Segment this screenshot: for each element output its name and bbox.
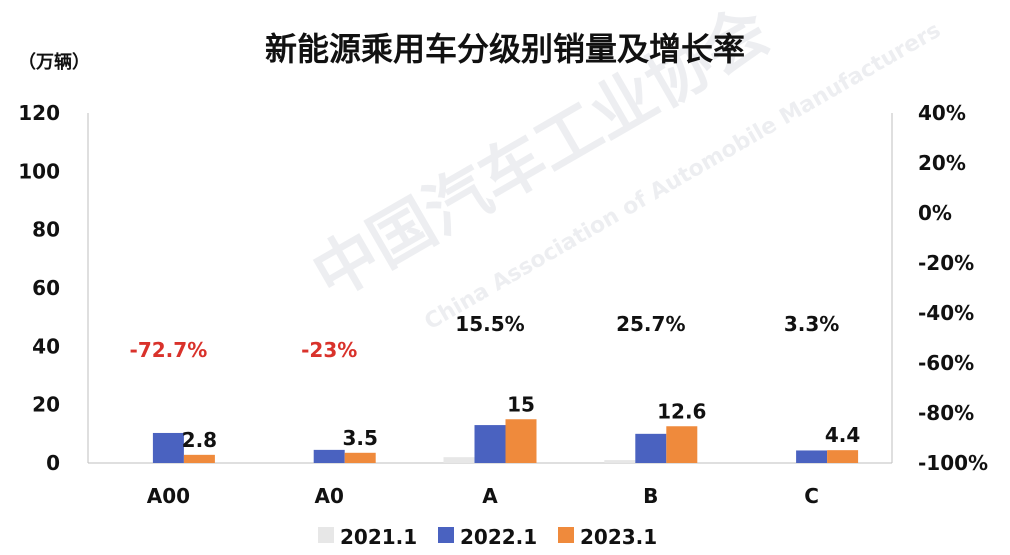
bars: [152, 419, 859, 463]
growth-rate-label: 3.3%: [784, 312, 839, 336]
legend-label: 2022.1: [460, 525, 537, 549]
growth-rate-label: 25.7%: [616, 312, 685, 336]
category-label: A00: [147, 484, 190, 508]
data-label: 2.8: [182, 428, 217, 452]
data-label: 15: [507, 392, 535, 416]
growth-rate-labels: -72.7% -23% 15.5% 25.7% 3.3%: [130, 312, 840, 362]
bar-2023.1-A: [505, 419, 537, 463]
legend: 2021.1 2022.1 2023.1: [318, 525, 657, 549]
data-label: 4.4: [825, 423, 860, 447]
legend-label: 2021.1: [340, 525, 417, 549]
y2-tick-label: 20%: [918, 151, 966, 175]
legend-label: 2023.1: [580, 525, 657, 549]
y-axis-unit: （万辆）: [18, 51, 90, 73]
y2-tick-label: -60%: [918, 351, 974, 375]
category-label: C: [804, 484, 819, 508]
growth-rate-label: -72.7%: [130, 338, 208, 362]
y-tick-label: 80: [32, 218, 60, 242]
chart-title: 新能源乘用车分级别销量及增长率: [265, 30, 745, 68]
bar-2022.1-B: [635, 433, 667, 463]
y-tick-label: 0: [46, 451, 60, 475]
bar-2022.1-C: [796, 450, 828, 463]
y2-tick-label: 40%: [918, 101, 966, 125]
y2-tick-label: -40%: [918, 301, 974, 325]
y2-axis-ticks: -100% -80% -60% -40% -20% 0% 20% 40%: [918, 101, 988, 475]
y2-tick-label: 0%: [918, 201, 952, 225]
y2-tick-label: -20%: [918, 251, 974, 275]
bar-2023.1-B: [666, 426, 698, 463]
y-tick-label: 120: [18, 101, 60, 125]
legend-swatch: [558, 527, 574, 543]
bar-2023.1-A0: [344, 452, 376, 463]
bar-2023.1-A00: [183, 454, 215, 463]
y-tick-label: 60: [32, 276, 60, 300]
category-labels: A00 A0 A B C: [147, 484, 819, 508]
y-tick-label: 20: [32, 393, 60, 417]
y-tick-label: 100: [18, 159, 60, 183]
bar-2021.1-B: [604, 460, 636, 463]
legend-swatch: [438, 527, 454, 543]
y2-tick-label: -100%: [918, 451, 988, 475]
bar-2023.1-C: [827, 450, 859, 463]
category-label: A0: [314, 484, 343, 508]
y-tick-label: 40: [32, 334, 60, 358]
category-label: A: [482, 484, 498, 508]
data-label: 3.5: [342, 426, 377, 450]
bar-2022.1-A: [474, 425, 506, 463]
legend-swatch: [318, 527, 334, 543]
category-label: B: [643, 484, 658, 508]
bar-2021.1-A: [443, 457, 475, 463]
growth-rate-label: 15.5%: [455, 312, 524, 336]
data-labels: 2.8 3.5 15 12.6 4.4: [182, 392, 861, 452]
growth-rate-label: -23%: [301, 338, 357, 362]
y2-tick-label: -80%: [918, 401, 974, 425]
y-axis-ticks: 0 20 40 60 80 100 120: [18, 101, 60, 475]
bar-2022.1-A00: [152, 432, 184, 463]
bar-2022.1-A0: [313, 449, 345, 463]
data-label: 12.6: [657, 399, 706, 423]
